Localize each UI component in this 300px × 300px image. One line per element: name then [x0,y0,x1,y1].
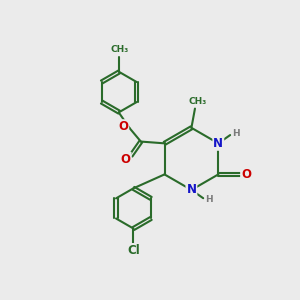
Text: H: H [206,196,213,205]
Text: O: O [241,168,251,181]
Text: N: N [186,183,197,196]
Text: N: N [213,137,223,150]
Text: Cl: Cl [127,244,140,257]
Text: H: H [232,129,240,138]
Text: O: O [121,153,131,166]
Text: O: O [118,120,128,133]
Text: CH₃: CH₃ [188,97,206,106]
Text: CH₃: CH₃ [110,45,128,54]
